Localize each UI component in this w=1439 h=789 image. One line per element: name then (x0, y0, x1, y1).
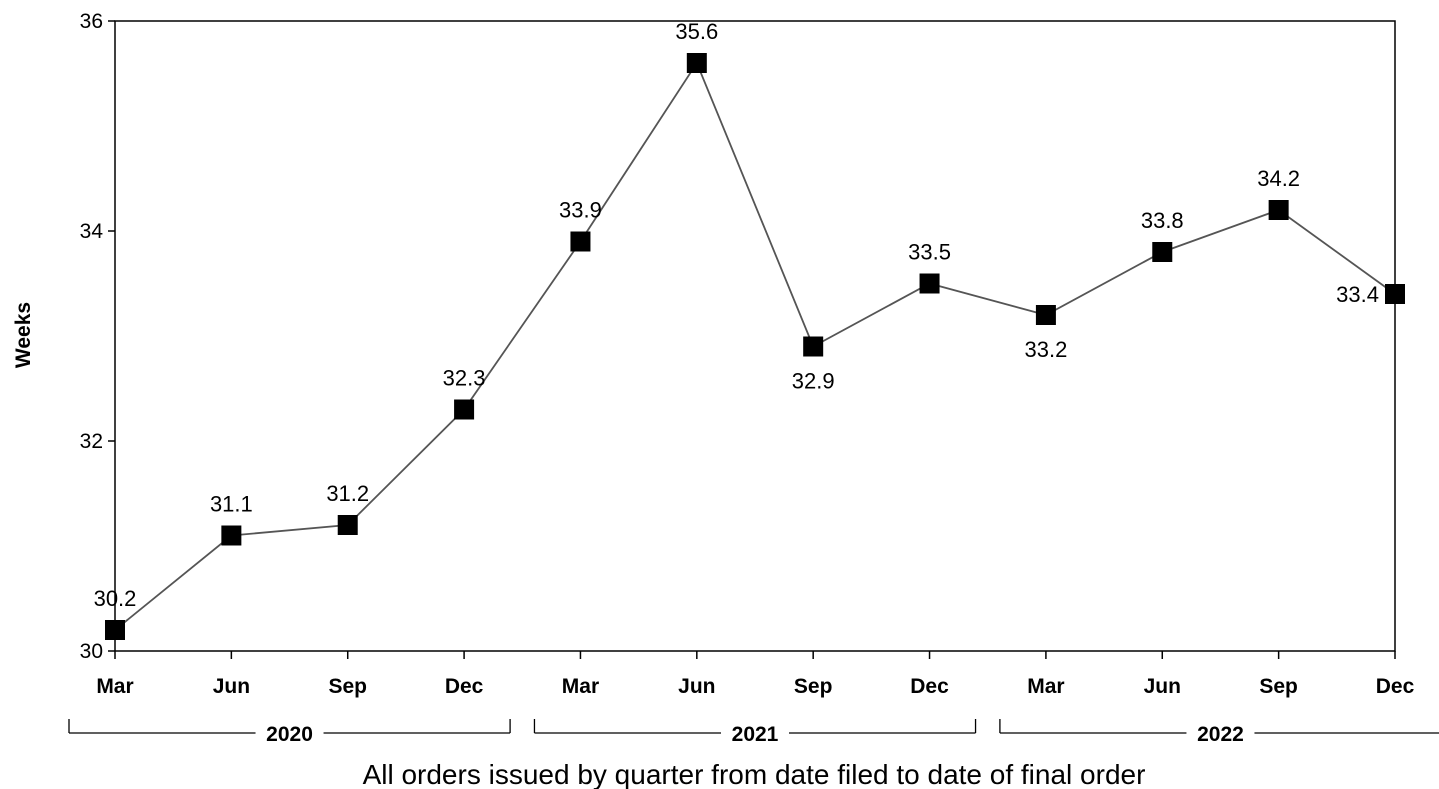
data-label: 31.1 (210, 492, 253, 517)
series-line (114, 61, 1396, 631)
y-tick-label: 36 (80, 10, 103, 33)
year-group: 2021 (533, 719, 977, 746)
x-tick-label: Jun (1144, 675, 1181, 698)
data-point-marker (919, 273, 940, 294)
y-axis-label: Weeks (12, 302, 35, 368)
data-label: 34.2 (1257, 166, 1300, 191)
x-tick-label: Sep (794, 675, 833, 698)
data-point-marker (337, 515, 358, 535)
data-point-marker (221, 525, 242, 546)
data-label: 30.2 (94, 586, 137, 611)
x-tick-label: Jun (213, 675, 250, 698)
data-label: 33.5 (908, 240, 951, 265)
data-point-marker (686, 53, 707, 73)
data-label: 33.2 (1024, 337, 1067, 362)
y-tick-label: 32 (80, 430, 103, 453)
data-point-marker (454, 399, 475, 420)
x-axis-label: All orders issued by quarter from date f… (363, 759, 1146, 789)
x-tick-label: Sep (328, 675, 367, 698)
year-label: 2022 (1197, 723, 1244, 746)
y-tick-label: 34 (80, 220, 104, 243)
data-point-marker (1268, 200, 1289, 220)
x-tick-label: Dec (910, 675, 949, 698)
x-tick-label: Mar (1027, 675, 1064, 698)
year-label: 2021 (732, 723, 779, 746)
year-group: 2022 (999, 719, 1439, 746)
data-label: 33.4 (1336, 282, 1379, 307)
data-label: 33.8 (1141, 208, 1184, 233)
series-layer (105, 53, 1405, 640)
data-label: 33.9 (559, 198, 602, 223)
year-label: 2020 (266, 723, 313, 746)
x-tick-label: Dec (1376, 675, 1415, 698)
data-point-marker (105, 620, 125, 640)
x-tick-label: Dec (445, 675, 484, 698)
x-tick-label: Sep (1259, 675, 1298, 698)
data-label: 32.9 (792, 369, 835, 394)
data-label: 35.6 (675, 19, 718, 44)
data-label: 31.2 (326, 481, 369, 506)
axes: 30 32 34 36 Mar Jun Sep Dec Mar Jun Sep Dec Mar Jun Se… (68, 10, 1439, 746)
data-label: 32.3 (443, 366, 486, 391)
plot-frame (114, 20, 1396, 652)
data-point-marker (570, 231, 591, 252)
x-tick-label: Mar (96, 675, 133, 698)
year-group: 2020 (68, 719, 511, 746)
y-tick-label: 30 (80, 640, 103, 663)
x-tick-label: Mar (562, 675, 599, 698)
data-point-marker (1152, 242, 1173, 262)
labels-layer: 30.2 31.1 31.2 32.3 33.9 35.6 32.9 33.5 33.2 33.8… (94, 19, 1379, 611)
data-point-marker (803, 336, 824, 357)
x-tick-label: Jun (678, 675, 715, 698)
data-point-marker (1035, 305, 1056, 325)
data-point-marker (1385, 284, 1405, 304)
